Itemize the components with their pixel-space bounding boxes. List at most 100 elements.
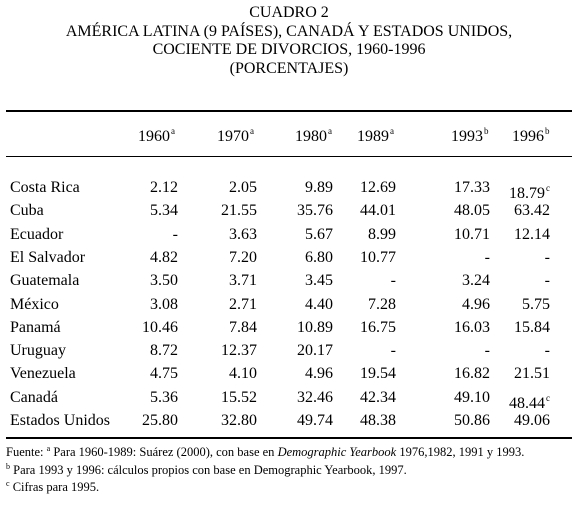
value-cell: 10.77 [360, 248, 396, 266]
value-cell: 8.99 [368, 225, 396, 243]
country-cell: Costa Rica [10, 179, 80, 196]
value-cell: 3.08 [150, 295, 178, 313]
value-cell: 7.84 [229, 318, 257, 336]
value-cell: 16.75 [360, 318, 396, 336]
table-row: Costa Rica 2.12 2.05 9.89 12.69 17.33 18.79c [0, 177, 578, 202]
value-cell: 3.45 [305, 272, 333, 290]
title-line-1: CUADRO 2 [249, 4, 329, 21]
value-cell: 44.01 [360, 202, 396, 220]
value-cell: 49.06 [514, 412, 550, 429]
value-cell: - [390, 272, 396, 290]
value-cell: 10.89 [297, 318, 333, 336]
country-cell: El Salvador [10, 248, 86, 266]
value-cell: 7.28 [368, 295, 396, 313]
title-line-3: COCIENTE DE DIVORCIOS, 1960-1996 [152, 41, 426, 58]
value-cell: 19.54 [360, 365, 396, 383]
country-cell: Guatemala [10, 272, 80, 290]
value-cell: 3.63 [229, 225, 257, 243]
table-row: México 3.08 2.71 4.40 7.28 4.96 5.75 [0, 294, 578, 316]
title-line-4: (PORCENTAJES) [229, 59, 349, 77]
value-cell: 3.24 [462, 272, 490, 290]
value-cell: 4.40 [305, 295, 333, 313]
value-cell: 4.82 [150, 248, 178, 266]
table-row: Venezuela 4.75 4.10 4.96 19.54 16.82 21.51 [0, 363, 578, 385]
footnote-b: b Para 1993 y 1996: cálculos propios con… [6, 461, 407, 477]
value-cell: 10.71 [454, 225, 490, 243]
country-cell: Ecuador [10, 225, 64, 243]
value-cell: 2.71 [229, 295, 257, 313]
country-cell: Uruguay [10, 342, 66, 360]
table-row: Cuba 5.34 21.55 35.76 44.01 48.05 63.42 [0, 200, 578, 222]
value-cell: 16.82 [454, 365, 490, 383]
value-cell: 12.69 [360, 179, 396, 196]
table-row: Ecuador - 3.63 5.67 8.99 10.71 12.14 [0, 224, 578, 246]
country-cell: Panamá [10, 318, 61, 336]
value-cell: 5.36 [150, 388, 178, 406]
table-row: Guatemala 3.50 3.71 3.45 - 3.24 - [0, 270, 578, 292]
value-cell: 18.79c [509, 183, 550, 202]
column-header-1980: 1980a [295, 126, 332, 145]
value-cell: 6.80 [305, 248, 333, 266]
value-cell: 5.67 [305, 225, 333, 243]
value-cell: 4.96 [305, 365, 333, 383]
value-cell: 9.89 [305, 179, 333, 196]
value-cell: 12.14 [514, 225, 550, 243]
title-line-2: AMÉRICA LATINA (9 PAÍSES), CANADÁ Y ESTA… [65, 22, 513, 40]
value-cell: 50.86 [454, 412, 490, 429]
column-header-1993: 1993b [451, 126, 489, 145]
value-cell: - [544, 272, 550, 290]
value-cell: 25.80 [142, 412, 178, 429]
footnote-c: c Cifras para 1995. [6, 479, 100, 494]
table-row: Canadá 5.36 15.52 32.46 42.34 49.10 48.44c [0, 387, 578, 412]
value-cell: 3.50 [150, 272, 178, 290]
value-cell: 63.42 [514, 202, 550, 220]
column-header-1960: 1960a [138, 126, 175, 145]
table-row: Uruguay 8.72 12.37 20.17 - - - [0, 340, 578, 362]
value-cell: - [484, 248, 490, 266]
value-cell: 49.74 [297, 412, 333, 429]
value-cell: 2.12 [150, 179, 178, 196]
value-cell: 5.34 [150, 202, 178, 220]
table-row: El Salvador 4.82 7.20 6.80 10.77 - - [0, 247, 578, 269]
footnote-a: Fuente: a Para 1960-1989: Suárez (2000),… [6, 444, 525, 459]
value-cell: 48.44c [509, 392, 550, 412]
column-header-1996: 1996b [512, 126, 550, 145]
value-cell: 35.76 [297, 202, 333, 220]
value-cell: 48.05 [454, 202, 490, 220]
table-title: CUADRO 2 AMÉRICA LATINA (9 PAÍSES), CANA… [0, 4, 578, 78]
value-cell: 8.72 [150, 342, 178, 360]
country-cell: Canadá [10, 388, 58, 406]
value-cell: - [172, 225, 178, 243]
value-cell: 10.46 [142, 318, 178, 336]
value-cell: - [484, 342, 490, 360]
value-cell: 4.75 [150, 365, 178, 383]
value-cell: - [390, 342, 396, 360]
value-cell: - [544, 248, 550, 266]
footnotes: Fuente: a Para 1960-1989: Suárez (2000),… [6, 442, 572, 495]
value-cell: 20.17 [297, 342, 333, 360]
country-cell: Venezuela [10, 365, 76, 383]
value-cell: 7.20 [229, 248, 257, 266]
value-cell: 3.71 [229, 272, 257, 290]
bottom-rule [6, 437, 572, 439]
value-cell: 2.05 [229, 179, 257, 196]
value-cell: 17.33 [454, 179, 490, 196]
header-rule [6, 156, 572, 157]
value-cell: 49.10 [454, 388, 490, 406]
value-cell: 15.84 [514, 318, 550, 336]
value-cell: 42.34 [360, 388, 396, 406]
country-cell: Cuba [10, 202, 44, 220]
value-cell: 15.52 [221, 388, 257, 406]
value-cell: 4.96 [462, 295, 490, 313]
value-cell: 48.38 [360, 412, 396, 429]
value-cell: 5.75 [522, 295, 550, 313]
value-cell: - [544, 342, 550, 360]
country-cell: Estados Unidos [10, 412, 110, 429]
table-row: Panamá 10.46 7.84 10.89 16.75 16.03 15.84 [0, 317, 578, 339]
column-header-1989: 1989a [357, 126, 394, 145]
table-row: Estados Unidos 25.80 32.80 49.74 48.38 50.86 4… [0, 410, 578, 432]
value-cell: 32.46 [297, 388, 333, 406]
top-rule [6, 110, 572, 112]
value-cell: 32.80 [221, 412, 257, 429]
value-cell: 4.10 [229, 365, 257, 383]
